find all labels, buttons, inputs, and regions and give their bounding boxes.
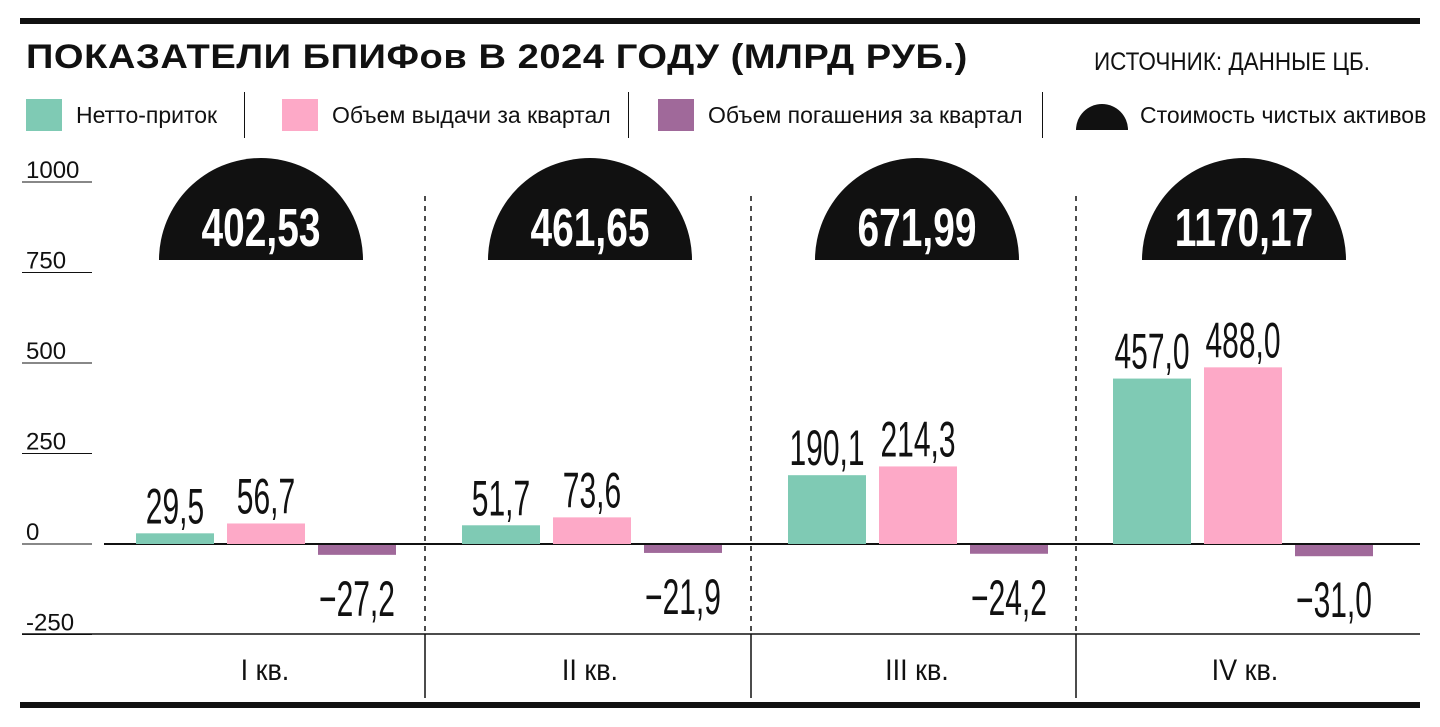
bottom-rule (20, 702, 1420, 708)
bar (1204, 367, 1282, 544)
net-assets-value-label: 402,53 (202, 197, 321, 258)
bar-value-label: −27,2 (319, 571, 395, 627)
legend-separator (244, 92, 245, 138)
source-note: ИСТОЧНИК: ДАННЫЕ ЦБ. (1094, 48, 1371, 76)
legend-separator (1042, 92, 1043, 138)
net-assets-halfdisc (815, 158, 1019, 260)
bar-value-label: −24,2 (971, 570, 1047, 626)
legend-swatch-net-inflow (26, 99, 62, 131)
bar (553, 517, 631, 544)
net-assets-value-label: 671,99 (858, 197, 977, 258)
legend: Нетто-приток Объем выдачи за квартал Объ… (20, 92, 1426, 138)
bar (318, 545, 396, 555)
bar-value-label: −21,9 (645, 569, 721, 625)
bar-value-label: −31,0 (1296, 572, 1372, 628)
category-label: I кв. (241, 654, 290, 688)
bar-value-label: 457,0 (1114, 324, 1189, 380)
chart-title: ПОКАЗАТЕЛИ БПИФов В 2024 ГОДУ (МЛРД РУБ.… (26, 38, 968, 76)
net-assets-halfdisc (488, 158, 692, 260)
bar-value-label: 73,6 (563, 462, 621, 518)
net-assets-halfdisc (159, 158, 363, 260)
bar (788, 475, 866, 544)
y-tick-label: 1000 (26, 157, 79, 184)
legend-swatch-issuance (282, 99, 318, 131)
legend-item-redemption: Объем погашения за квартал (658, 92, 1023, 138)
y-tick-label: 500 (26, 338, 66, 365)
legend-item-issuance: Объем выдачи за квартал (282, 92, 611, 138)
category-label: IV кв. (1212, 654, 1279, 688)
legend-label-net-assets: Стоимость чистых активов (1140, 101, 1427, 128)
bar-value-label: 214,3 (880, 412, 955, 468)
legend-label-issuance: Объем выдачи за квартал (332, 101, 611, 128)
legend-swatch-redemption (658, 99, 694, 131)
bar (136, 533, 214, 544)
legend-separator (628, 92, 629, 138)
net-assets-value-label: 1170,17 (1175, 197, 1313, 258)
top-rule (20, 18, 1420, 24)
bar (227, 523, 305, 544)
bar (1295, 545, 1373, 557)
bar-value-label: 29,5 (146, 478, 204, 534)
bar (1113, 378, 1191, 544)
legend-item-net-assets: Стоимость чистых активов (1076, 92, 1426, 138)
bar (879, 466, 957, 544)
net-assets-halfdisc (1142, 158, 1346, 260)
category-label: III кв. (885, 654, 949, 688)
net-assets-value-label: 461,65 (531, 197, 650, 258)
bar-value-label: 51,7 (472, 470, 530, 526)
bar-value-label: 190,1 (789, 420, 864, 476)
legend-label-net-inflow: Нетто-приток (76, 101, 218, 128)
y-tick-label: 750 (26, 248, 66, 275)
y-tick-label: 250 (26, 429, 66, 456)
category-label: II кв. (562, 654, 618, 688)
bar (462, 525, 540, 544)
bar (970, 545, 1048, 554)
bar-value-label: 56,7 (237, 469, 295, 525)
y-tick-label: -250 (26, 610, 74, 637)
y-tick-label: 0 (26, 519, 39, 546)
bar (644, 545, 722, 553)
bar-value-label: 488,0 (1205, 312, 1280, 368)
legend-label-redemption: Объем погашения за квартал (708, 101, 1023, 128)
legend-item-net-inflow: Нетто-приток (26, 92, 217, 138)
